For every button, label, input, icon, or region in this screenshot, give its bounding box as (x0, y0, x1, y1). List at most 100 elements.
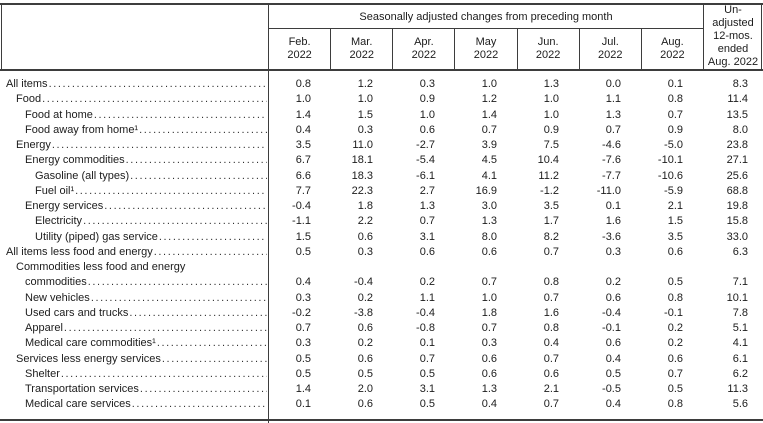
value-cell: 1.0 (357, 93, 373, 106)
value-cell: 0.6 (357, 398, 373, 411)
column-header-jun-2022: Jun. 2022 (518, 29, 580, 69)
column-header-month-line: Aug. (661, 36, 684, 48)
value-cell: 0.7 (543, 245, 559, 258)
value-cell: 0.3 (605, 245, 621, 258)
value-cell: -0.4 (354, 276, 373, 289)
value-cell: 0.8 (667, 291, 683, 304)
column-header-month-line: Jun. (537, 36, 559, 48)
stub-column-divider (268, 3, 269, 423)
table-row: Food away from home¹ 0.40.30.60.70.90.70.… (0, 123, 763, 138)
value-cell: 0.5 (419, 367, 435, 380)
row-values: 0.4 0.3 0.6 0.7 0.9 0.7 0.9 8.0 (269, 123, 763, 138)
value-cell: 0.8 (295, 78, 311, 90)
row-values: 3.5 11.0 -2.7 3.9 7.5 -4.6 -5.0 23.8 (269, 138, 763, 153)
unadjusted-value-cell: 6.3 (732, 245, 748, 258)
value-cell: 0.6 (605, 291, 621, 304)
value-cell: 0.6 (543, 367, 559, 380)
unadjusted-value-cell: 11.3 (727, 383, 748, 395)
value-cell: -0.4 (292, 200, 311, 212)
row-label-line: Energy (0, 138, 269, 153)
value-cell: -0.4 (416, 306, 435, 319)
value-cell: 1.0 (295, 93, 311, 106)
value-cell: 0.7 (543, 352, 559, 365)
row-label: Utility (piped) gas service (0, 230, 269, 245)
table-body: All items 0.8 1.2 0.3 1.0 1.3 0.0 0.1 8.3 Food 1.0… (0, 77, 763, 413)
row-label-text: All items (6, 78, 48, 90)
table-row: All items less food and energy0.50.30.60… (0, 245, 763, 260)
value-cell: -0.1 (664, 306, 683, 319)
dot-leader (154, 245, 267, 260)
row-values: 0.7 0.6 -0.8 0.7 0.8 -0.1 0.2 5.1 (269, 321, 763, 336)
row-label-text: New vehicles (25, 291, 90, 304)
row-label-text: Apparel (25, 322, 63, 334)
value-cell: 1.1 (605, 93, 621, 106)
row-label-text: Food away from home¹ (25, 123, 139, 136)
value-cell: 0.5 (605, 367, 621, 380)
table-row: Gasoline (all types) 6.6 18.3 -6.1 4.1 11.2 -7… (0, 169, 763, 184)
value-cell: -0.2 (292, 306, 311, 319)
unadjusted-value-cell: 13.5 (726, 108, 748, 121)
value-cell: 1.3 (605, 108, 621, 121)
value-cell: 0.7 (295, 322, 311, 334)
column-header-jul-2022: Jul. 2022 (580, 29, 642, 69)
row-label-text: Transportation services (25, 383, 139, 395)
dot-leader (157, 336, 267, 351)
row-label-text: commodities (25, 276, 87, 289)
value-cell: 1.5 (295, 230, 311, 243)
value-cell: 0.6 (481, 245, 497, 258)
value-cell: 2.0 (357, 383, 373, 395)
value-cell: 0.6 (667, 245, 683, 258)
row-label-text: Commodities less food and energy (16, 261, 186, 273)
dot-leader (49, 77, 267, 92)
value-cell: 0.3 (295, 291, 311, 304)
row-label-line: Utility (piped) gas service (0, 230, 269, 245)
table-row: Electricity -1.1 2.2 0.7 1.3 1.7 1.6 1.5 15.8 (0, 214, 763, 229)
column-header-month-line: Jul. (601, 36, 619, 48)
value-cell: 0.5 (295, 352, 311, 365)
seasonally-adjusted-group-header: Seasonally adjusted changes from precedi… (359, 10, 613, 23)
row-label: Electricity (0, 214, 269, 229)
table-row: Services less energy services0.50.60.70.… (0, 352, 763, 367)
dot-leader (61, 367, 267, 382)
value-cell: 0.3 (357, 245, 373, 258)
value-cell: 0.1 (419, 337, 435, 350)
row-label: Used cars and trucks (0, 306, 269, 321)
value-cell: 3.1 (419, 230, 435, 243)
value-cell: 11.2 (538, 169, 559, 182)
header-bottom-border (0, 69, 763, 71)
row-values: 6.7 18.1 -5.4 4.5 10.4 -7.6 -10.1 27.1 (269, 153, 763, 168)
row-label-text: Utility (piped) gas service (35, 230, 158, 243)
unadjusted-value-cell: 5.1 (732, 322, 748, 334)
value-cell: 1.0 (543, 108, 559, 121)
table-row: Transportation services 1.4 2.0 3.1 1.3 2.1 -0… (0, 382, 763, 397)
value-cell: 3.5 (667, 230, 683, 243)
value-cell: 1.0 (481, 291, 497, 304)
value-cell: 0.2 (667, 322, 683, 334)
row-label-line: Medical care commodities¹ (0, 336, 269, 351)
unadjusted-value-cell: 25.6 (726, 169, 748, 182)
table-row: Commodities less food and energy commodit… (0, 260, 763, 291)
value-cell: -4.6 (602, 139, 621, 151)
row-values: 0.4 -0.4 0.2 0.7 0.8 0.2 0.5 7.1 (269, 275, 763, 290)
row-label-line: Fuel oil¹ (0, 184, 269, 199)
unadjusted-header-line: 12-mos. (713, 29, 753, 42)
value-cell: 4.1 (481, 169, 497, 182)
row-label: Energy (0, 138, 269, 153)
value-cell: 0.7 (419, 215, 435, 228)
unadjusted-value-cell: 6.2 (732, 367, 748, 380)
row-label-text: Shelter (25, 367, 60, 380)
value-cell: -6.1 (416, 169, 435, 182)
value-cell: 0.4 (481, 398, 497, 411)
row-label-text: Medical care commodities¹ (25, 337, 156, 350)
row-label: Apparel (0, 321, 269, 336)
value-cell: 8.2 (543, 230, 559, 243)
value-cell: -10.1 (657, 154, 683, 167)
dot-leader (140, 382, 267, 397)
unadjusted-value-cell: 23.8 (726, 139, 748, 151)
row-label-line: Energy commodities (0, 153, 269, 168)
row-values: 1.5 0.6 3.1 8.0 8.2 -3.6 3.5 33.0 (269, 230, 763, 245)
column-header-year-line: 2022 (535, 49, 561, 61)
value-cell: -0.1 (602, 322, 621, 334)
value-cell: -1.2 (540, 184, 559, 197)
value-cell: 0.3 (357, 123, 373, 136)
